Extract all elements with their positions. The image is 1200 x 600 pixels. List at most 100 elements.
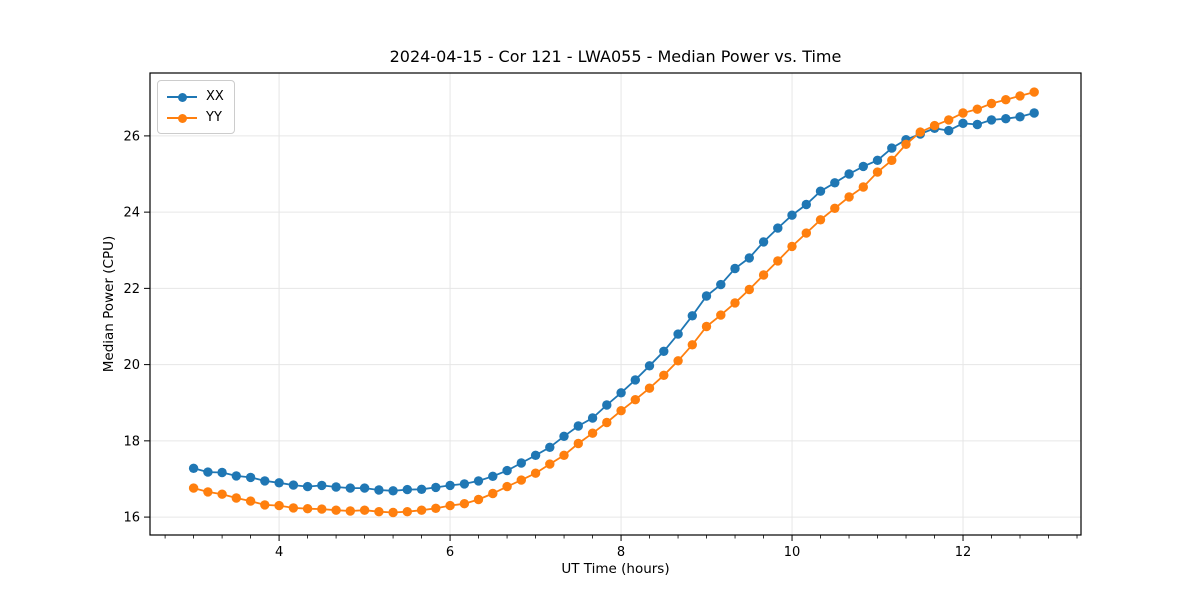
series-xx-point [217, 467, 227, 478]
series-xx-point [502, 465, 512, 476]
series-xx-point [445, 480, 455, 491]
series-xx-point [516, 458, 526, 468]
y-tick-label: 22 [123, 282, 140, 297]
series-xx-point [972, 119, 982, 130]
series-yy-point [673, 356, 683, 366]
series-xx-point [744, 253, 754, 263]
series-xx-point [587, 413, 598, 423]
series-yy-point [359, 505, 370, 515]
series-yy-point [445, 500, 455, 511]
series-xx-point [644, 361, 655, 371]
series-yy-point [801, 228, 811, 238]
y-tick-label: 26 [123, 129, 140, 144]
axes-spines [149, 72, 1082, 536]
x-tick-label: 4 [275, 545, 283, 560]
x-tick-label: 12 [955, 545, 972, 560]
series-yy-point [958, 108, 968, 118]
series-xx-point [317, 480, 327, 491]
series-yy-point [844, 192, 854, 202]
legend: XX YY [157, 80, 235, 134]
series-xx-point [288, 480, 299, 490]
series-yy-point [573, 438, 583, 449]
series-xx-point [1029, 108, 1039, 118]
series-xx-point [459, 479, 470, 489]
series-yy-point [374, 507, 384, 517]
y-tick-label: 18 [123, 434, 140, 449]
series-yy-point [402, 507, 412, 517]
x-tick-label: 10 [784, 545, 801, 560]
series-xx-point [530, 450, 541, 460]
legend-item-yy: YY [167, 107, 224, 128]
y-tick-label: 24 [123, 206, 140, 221]
series-yy-point [701, 321, 712, 332]
series-yy-point [459, 499, 470, 509]
series-yy-point [431, 503, 441, 513]
series-xx-point [231, 471, 241, 481]
series-xx-point [374, 485, 384, 495]
series-yy-point [488, 488, 498, 499]
series-yy-point [773, 256, 783, 266]
series-yy-point [559, 450, 569, 460]
series-xx-point [616, 388, 626, 398]
series-yy-point [317, 504, 327, 514]
series-yy-point [530, 468, 541, 478]
series-yy-point [516, 475, 526, 485]
series-xx-point [331, 482, 341, 492]
legend-label: YY [206, 110, 222, 125]
series-xx-point [773, 223, 783, 233]
series-yy-point [331, 505, 341, 515]
series-yy-point [616, 406, 626, 416]
series-yy-point [630, 395, 640, 405]
series-yy-point [901, 139, 911, 149]
legend-dot-icon [178, 92, 187, 102]
series-xx-point [203, 467, 213, 477]
series-yy-point [473, 494, 484, 505]
series-xx-point [388, 486, 398, 496]
series-yy-point [302, 504, 313, 514]
series-yy-point [1029, 87, 1039, 97]
y-tick-label: 16 [123, 511, 140, 526]
series-yy-point [245, 496, 256, 506]
series-xx-point [887, 143, 897, 153]
series-yy-point [502, 481, 512, 492]
series-yy-point [815, 215, 826, 225]
series-xx-point [844, 169, 854, 179]
series-yy-point [744, 284, 754, 295]
x-tick-label: 6 [446, 545, 454, 560]
series-xx-point [858, 161, 868, 172]
series-xx-point [787, 210, 797, 220]
series-yy-point [716, 310, 726, 320]
series-xx-point [801, 199, 811, 210]
series-yy-point [288, 503, 299, 513]
series-yy-line [193, 91, 1035, 514]
series-yy-point [944, 115, 954, 125]
series-xx-point [359, 483, 370, 493]
legend-dot-icon [178, 113, 187, 123]
series-xx-point [1001, 114, 1011, 124]
series-yy-point [217, 489, 227, 499]
legend-label: XX [206, 89, 224, 104]
series-xx-point [944, 125, 954, 136]
series-yy-point [929, 120, 940, 131]
series-yy-point [830, 203, 840, 213]
series-yy-point [787, 241, 797, 252]
series-yy-point [887, 155, 897, 165]
series-xx-point [402, 484, 412, 495]
series-xx-point [260, 476, 270, 486]
series-yy-point [602, 417, 612, 428]
series-yy-point [274, 500, 284, 511]
series-xx-point [701, 291, 712, 301]
legend-item-xx: XX [167, 86, 224, 107]
y-tick-label: 20 [123, 358, 140, 373]
series-yy-point [972, 104, 982, 114]
series-xx-point [1015, 112, 1025, 122]
series-xx-point [559, 431, 569, 441]
series-yy-point [587, 428, 598, 438]
series-yy-point [659, 370, 669, 380]
series-yy-point [416, 505, 427, 515]
series-yy-point [872, 167, 883, 177]
chart-title: 2024-04-15 - Cor 121 - LWA055 - Median P… [389, 47, 842, 66]
series-yy-point [687, 340, 697, 350]
